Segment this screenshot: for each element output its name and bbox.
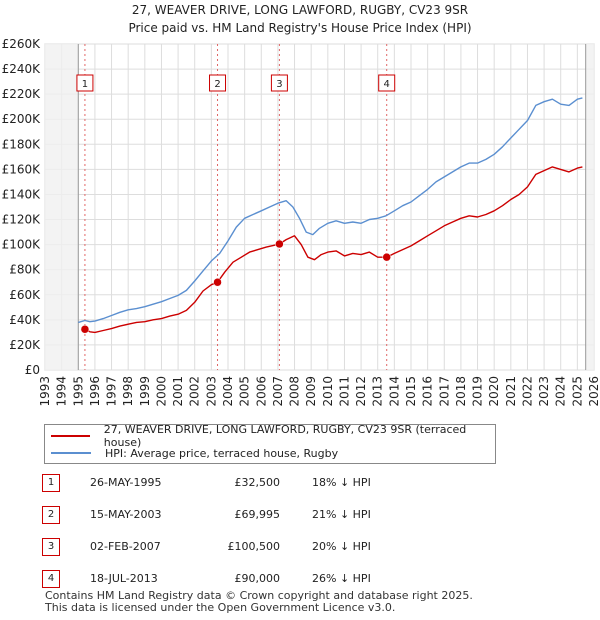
chart-subtitle: Price paid vs. HM Land Registry's House … <box>128 21 472 35</box>
x-tick-label: 2006 <box>254 376 268 407</box>
y-tick-label: £0 <box>25 363 40 377</box>
sale-row: 3 02-FEB-2007 £100,500 20% ↓ HPI <box>42 534 462 566</box>
series-line-hpi <box>78 97 583 324</box>
post-data-region <box>585 44 594 370</box>
sale-marker-label: 3 <box>276 79 282 90</box>
x-tick-label: 2018 <box>454 376 468 407</box>
x-tick-label: 1999 <box>138 376 152 407</box>
x-tick-label: 2022 <box>520 376 534 407</box>
sale-price: £90,000 <box>234 572 281 585</box>
sale-date: 26-MAY-1995 <box>90 476 162 489</box>
sale-row: 2 15-MAY-2003 £69,995 21% ↓ HPI <box>42 502 462 534</box>
sale-hpi-diff: 26% ↓ HPI <box>312 572 371 585</box>
x-tick-label: 1997 <box>105 376 119 407</box>
x-tick-label: 2004 <box>221 376 235 407</box>
sale-hpi-diff: 20% ↓ HPI <box>312 540 371 553</box>
y-tick-label: £240K <box>2 62 42 76</box>
series-line-property <box>84 166 583 334</box>
sale-row: 1 26-MAY-1995 £32,500 18% ↓ HPI <box>42 470 462 502</box>
x-tick-label: 2008 <box>288 376 302 407</box>
y-tick-label: £120K <box>2 213 42 227</box>
x-tick-label: 2011 <box>337 376 351 407</box>
x-tick-label: 2026 <box>587 376 600 407</box>
sale-price: £32,500 <box>234 476 281 489</box>
y-tick-label: £260K <box>2 37 42 51</box>
sale-point <box>275 239 284 249</box>
x-tick-label: 2019 <box>471 376 485 407</box>
sale-marker-label: 4 <box>384 79 390 90</box>
footer-line-licence: This data is licensed under the Open Gov… <box>45 601 396 614</box>
x-tick-label: 2020 <box>487 376 501 407</box>
x-tick-label: 1998 <box>121 376 135 407</box>
x-tick-label: 2016 <box>421 376 435 407</box>
x-tick-label: 2025 <box>570 376 584 407</box>
sale-marker-box <box>378 74 396 92</box>
y-tick-label: £80K <box>9 263 41 277</box>
y-tick-label: £220K <box>2 87 42 101</box>
sale-price: £100,500 <box>227 540 281 553</box>
sale-point <box>213 277 222 287</box>
sale-marker-label: 1 <box>82 79 88 90</box>
legend-label-hpi: HPI: Average price, terraced house, Rugb… <box>105 446 339 460</box>
sale-point <box>80 325 90 334</box>
legend-swatch-hpi <box>51 452 91 454</box>
footer-line-copyright: Contains HM Land Registry data © Crown c… <box>45 589 473 602</box>
sales-table: 1 26-MAY-1995 £32,500 18% ↓ HPI 2 15-MAY… <box>42 470 462 598</box>
sale-number-badge: 4 <box>42 570 60 588</box>
pre-data-region <box>45 44 79 370</box>
sale-date: 15-MAY-2003 <box>90 508 162 521</box>
x-tick-label: 2017 <box>437 376 451 407</box>
sale-number-badge: 3 <box>42 538 60 556</box>
x-tick-label: 2014 <box>387 376 401 407</box>
y-tick-label: £100K <box>2 238 42 252</box>
chart-title: 27, WEAVER DRIVE, LONG LAWFORD, RUGBY, C… <box>131 3 469 17</box>
plot-area <box>44 43 595 371</box>
sale-marker-label: 2 <box>214 79 220 90</box>
sale-price: £69,995 <box>234 508 281 521</box>
y-tick-label: £60K <box>9 288 41 302</box>
sale-marker-box <box>270 74 288 92</box>
x-tick-label: 2007 <box>271 376 285 407</box>
x-tick-label: 2024 <box>554 376 568 407</box>
x-tick-label: 2012 <box>354 376 368 407</box>
x-tick-label: 2010 <box>321 376 335 407</box>
x-tick-label: 1994 <box>55 376 69 407</box>
sale-number-badge: 1 <box>42 474 60 492</box>
x-tick-label: 2015 <box>404 376 418 407</box>
sale-date: 18-JUL-2013 <box>90 572 158 585</box>
y-tick-label: £40K <box>9 313 41 327</box>
x-tick-label: 2005 <box>238 376 252 407</box>
sale-number-badge: 2 <box>42 506 60 524</box>
x-tick-label: 2003 <box>204 376 218 407</box>
sale-marker-box <box>209 74 227 92</box>
x-tick-label: 2009 <box>304 376 318 407</box>
sale-marker-box <box>76 74 94 92</box>
sale-hpi-diff: 21% ↓ HPI <box>312 508 371 521</box>
sale-hpi-diff: 18% ↓ HPI <box>312 476 371 489</box>
x-tick-label: 2001 <box>171 376 185 407</box>
chart-legend: 27, WEAVER DRIVE, LONG LAWFORD, RUGBY, C… <box>44 423 496 464</box>
y-tick-label: £200K <box>2 112 42 126</box>
sale-date: 02-FEB-2007 <box>90 540 161 553</box>
y-tick-label: £160K <box>2 162 42 176</box>
legend-item-property: 27, WEAVER DRIVE, LONG LAWFORD, RUGBY, C… <box>51 423 495 449</box>
legend-label-property: 27, WEAVER DRIVE, LONG LAWFORD, RUGBY, C… <box>103 423 467 449</box>
sale-row: 4 18-JUL-2013 £90,000 26% ↓ HPI <box>42 566 462 598</box>
x-tick-label: 1993 <box>38 376 52 407</box>
x-tick-label: 2023 <box>537 376 551 407</box>
footer-attribution: Contains HM Land Registry data © Crown c… <box>45 590 473 614</box>
legend-item-hpi: HPI: Average price, terraced house, Rugb… <box>51 445 338 461</box>
x-tick-label: 2013 <box>371 376 385 407</box>
y-tick-label: £20K <box>9 338 41 352</box>
x-tick-label: 2021 <box>504 376 518 407</box>
price-chart: £0 £20K £40K £60K £80K £100K £120K £140K £160K £1… <box>2 37 600 407</box>
y-tick-label: £180K <box>2 137 42 151</box>
sale-point <box>382 252 391 262</box>
x-tick-label: 2002 <box>188 376 202 407</box>
legend-swatch-property <box>51 435 90 437</box>
y-tick-label: £140K <box>2 187 42 201</box>
x-tick-label: 1995 <box>71 376 85 407</box>
x-tick-label: 1996 <box>88 376 102 407</box>
x-tick-label: 2000 <box>154 376 168 407</box>
